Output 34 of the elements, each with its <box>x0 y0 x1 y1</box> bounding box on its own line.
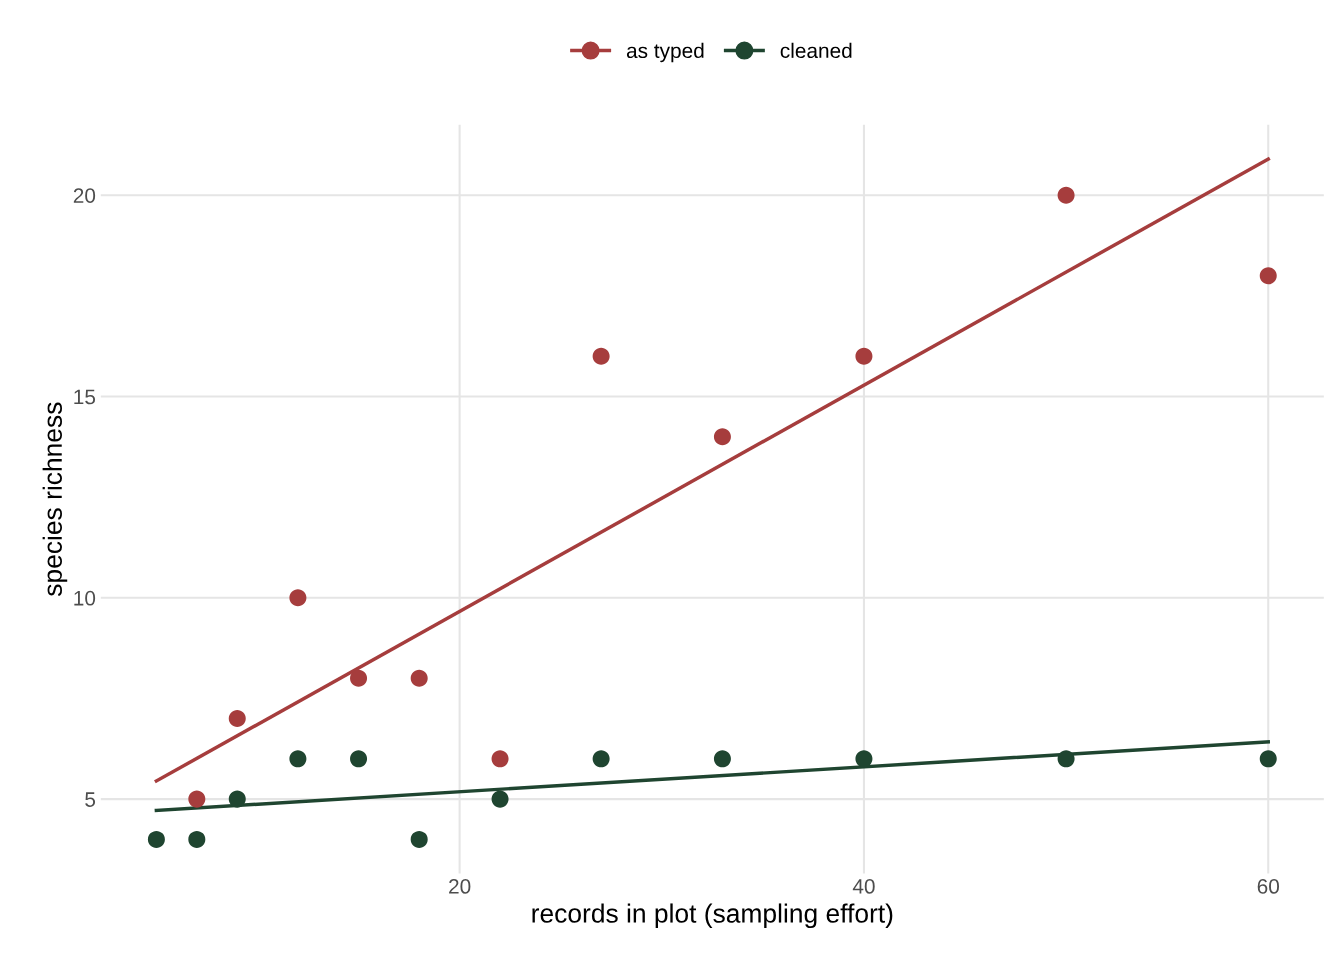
point <box>188 790 206 808</box>
point <box>855 347 873 365</box>
y-tick-label: 10 <box>74 590 96 606</box>
point <box>228 790 246 808</box>
point <box>1057 186 1075 204</box>
point <box>592 750 610 768</box>
y-tick-label: 5 <box>85 792 96 807</box>
y-tick-label: 15 <box>74 389 96 405</box>
x-tick-label: 60 <box>1257 879 1280 894</box>
point <box>1057 750 1075 768</box>
point <box>491 750 509 768</box>
point <box>592 347 610 365</box>
point <box>289 589 307 607</box>
point <box>491 790 509 808</box>
point <box>289 750 307 768</box>
x-tick-label: 40 <box>852 879 875 894</box>
y-tick-label: 20 <box>73 188 96 204</box>
point <box>228 710 246 728</box>
point <box>350 669 368 687</box>
x-tick-label: 20 <box>449 879 471 894</box>
legend-label: as typed <box>626 42 704 63</box>
point <box>1259 267 1277 285</box>
point <box>147 830 165 848</box>
legend-label: cleaned <box>780 42 852 59</box>
point <box>350 750 368 768</box>
point <box>713 750 731 768</box>
point <box>855 750 873 768</box>
point <box>188 830 206 848</box>
point <box>1259 750 1277 768</box>
point <box>713 428 731 446</box>
point <box>410 669 428 687</box>
y-axis-title: species richness <box>42 402 68 596</box>
point <box>410 830 428 848</box>
x-axis-title: records in plot (sampling effort) <box>532 903 893 929</box>
